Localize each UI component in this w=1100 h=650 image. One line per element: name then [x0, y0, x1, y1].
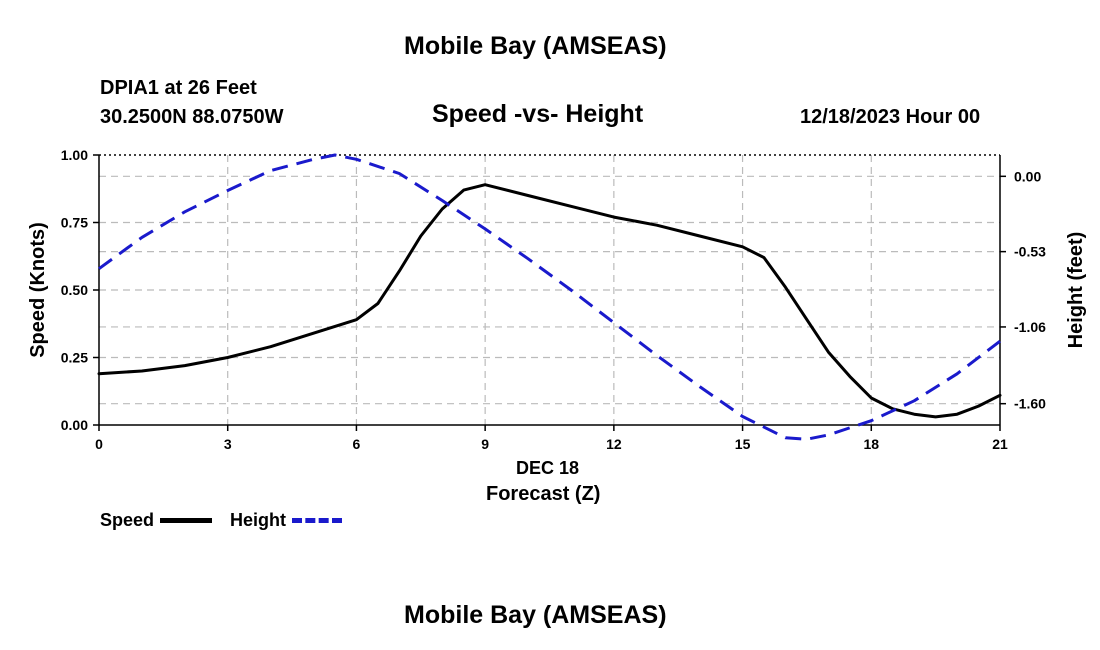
x-tick-label: 12	[606, 436, 622, 452]
y2-tick-label: 0.00	[1014, 168, 1041, 184]
y-tick-label: 0.75	[61, 215, 88, 231]
station-coords: 30.2500N 88.0750W	[100, 106, 284, 128]
x-tick-label: 3	[224, 436, 232, 452]
y2-tick-label: -0.53	[1014, 244, 1046, 260]
forecast-datetime: 12/18/2023 Hour 00	[800, 106, 981, 128]
x-tick-label: 6	[353, 436, 361, 452]
legend-speed-label: Speed	[100, 510, 155, 530]
y-tick-label: 1.00	[61, 147, 88, 163]
y2-tick-label: -1.60	[1014, 396, 1046, 412]
y2-axis-title: Height (feet)	[1065, 232, 1087, 349]
legend-speed-swatch	[160, 518, 212, 523]
chart-title: Speed -vs- Height	[432, 100, 644, 128]
y2-tick-label: -1.06	[1014, 319, 1046, 335]
grid	[99, 155, 1000, 425]
x-tick-label: 15	[735, 436, 751, 452]
legend-height-swatch	[292, 518, 342, 523]
y-axis-title: Speed (Knots)	[27, 222, 49, 358]
x-tick-label: 9	[481, 436, 489, 452]
y-tick-label: 0.25	[61, 350, 88, 366]
legend-height-label: Height	[230, 510, 286, 530]
x-tick-label: 21	[992, 436, 1008, 452]
x-axis-date-label: DEC 18	[516, 458, 580, 478]
page-title-bottom: Mobile Bay (AMSEAS)	[404, 601, 667, 629]
x-axis-title: Forecast (Z)	[486, 483, 601, 505]
y-tick-label: 0.50	[61, 282, 88, 298]
page-title-top: Mobile Bay (AMSEAS)	[404, 32, 667, 60]
x-tick-label: 0	[95, 436, 103, 452]
y-tick-label: 0.00	[61, 417, 88, 433]
x-tick-label: 18	[863, 436, 879, 452]
station-label: DPIA1 at 26 Feet	[100, 77, 257, 99]
speed-series-line	[97, 183, 1002, 419]
height-series-line	[98, 153, 1001, 441]
